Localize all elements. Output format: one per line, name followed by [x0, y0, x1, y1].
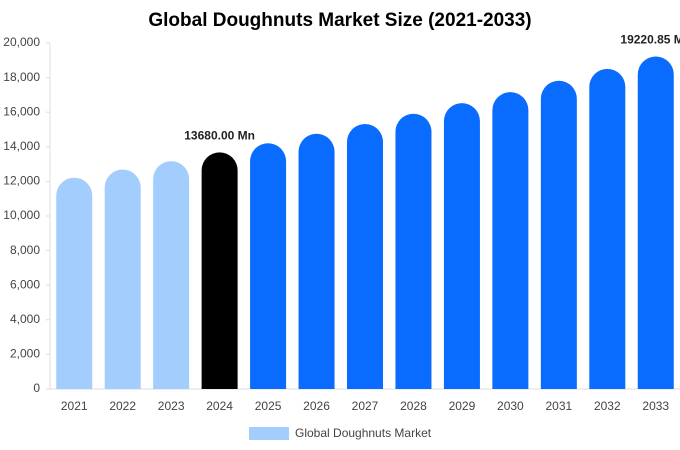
bar [347, 123, 383, 389]
bar [250, 143, 287, 389]
y-tick-label: 16,000 [3, 104, 40, 118]
bar [540, 80, 577, 390]
bar [56, 177, 93, 389]
bar [104, 169, 141, 389]
data-label: 19220.85 Mn [620, 33, 680, 47]
x-tick-label: 2022 [109, 399, 136, 413]
bar [153, 161, 190, 389]
legend-label: Global Doughnuts Market [295, 426, 432, 440]
legend-swatch [249, 427, 289, 440]
y-tick-label: 2,000 [10, 347, 40, 361]
chart-title: Global Doughnuts Market Size (2021-2033) [148, 10, 531, 31]
x-tick-label: 2033 [642, 399, 669, 413]
bar [492, 92, 529, 389]
bar [298, 133, 335, 389]
data-label: 13680.00 Mn [184, 129, 255, 143]
x-tick-label: 2028 [400, 399, 427, 413]
x-tick-label: 2024 [206, 399, 233, 413]
y-tick-label: 8,000 [10, 243, 40, 257]
bar [589, 68, 626, 390]
bar [201, 152, 238, 389]
bar [395, 113, 432, 390]
bar [637, 56, 674, 389]
y-tick-label: 0 [33, 381, 40, 395]
x-tick-label: 2029 [449, 399, 476, 413]
y-tick-label: 12,000 [3, 174, 40, 188]
y-tick-label: 6,000 [10, 277, 40, 291]
y-tick-label: 14,000 [3, 139, 40, 153]
y-tick-label: 10,000 [3, 208, 40, 222]
x-tick-label: 2025 [255, 399, 282, 413]
x-tick-label: 2032 [594, 399, 621, 413]
x-tick-label: 2030 [497, 399, 524, 413]
x-tick-label: 2027 [352, 399, 379, 413]
x-tick-label: 2023 [158, 399, 185, 413]
y-tick-label: 4,000 [10, 312, 40, 326]
y-tick-label: 18,000 [3, 70, 40, 84]
y-tick-label: 20,000 [3, 35, 40, 49]
x-tick-label: 2031 [545, 399, 572, 413]
x-tick-label: 2026 [303, 399, 330, 413]
x-tick-label: 2021 [61, 399, 88, 413]
bar [443, 103, 480, 389]
